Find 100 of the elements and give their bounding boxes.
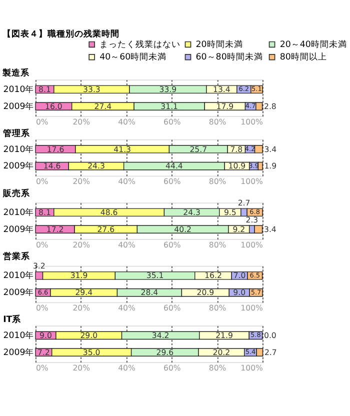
- chart-title: 販売系: [2, 188, 32, 199]
- data-label: 3.2: [32, 262, 46, 271]
- x-tick-label: 80%: [208, 117, 226, 126]
- x-tick-label: 40%: [118, 304, 136, 313]
- x-tick-label: 40%: [118, 363, 136, 372]
- data-label: 10.9: [228, 162, 246, 171]
- x-tick-label: 20%: [72, 363, 90, 372]
- y-tick-label: 2009年: [3, 287, 34, 298]
- data-label: 28.4: [140, 288, 158, 298]
- x-tick-label: 20%: [72, 240, 90, 250]
- data-label: 35.1: [146, 271, 164, 280]
- data-label: 8.1: [38, 84, 51, 94]
- x-tick-label: 0%: [36, 177, 48, 186]
- x-tick-label: 40%: [118, 177, 136, 186]
- data-label: 7.2: [38, 348, 50, 357]
- y-tick-label: 2009年: [3, 346, 34, 358]
- data-label: 17.9: [216, 102, 234, 111]
- x-tick-label: 80%: [208, 240, 226, 250]
- data-label: 9.2: [232, 224, 246, 234]
- x-tick-label: 60%: [163, 240, 181, 250]
- legend-label: 20時間未満: [196, 39, 243, 50]
- data-label: 8.1: [38, 208, 51, 217]
- y-tick-label: 2010年: [3, 84, 34, 95]
- x-tick-label: 20%: [72, 304, 90, 313]
- legend-label: 40～60時間未満: [100, 52, 167, 63]
- chart-title: IT系: [3, 314, 22, 326]
- data-label: 31.9: [70, 271, 88, 280]
- x-tick-label: 0%: [36, 363, 48, 372]
- x-tick-label: 100%: [240, 363, 263, 372]
- data-label: 31.1: [160, 102, 178, 111]
- data-label: 29.4: [75, 288, 93, 298]
- data-label: 20.9: [196, 288, 214, 298]
- legend-label: まったく残業はない: [100, 39, 181, 50]
- data-label: 17.2: [46, 224, 64, 234]
- data-label: 16.2: [204, 271, 222, 280]
- x-tick-label: 0%: [36, 240, 48, 250]
- data-label: 20.2: [212, 348, 230, 357]
- y-tick-label: 2010年: [3, 206, 34, 218]
- data-label: 21.9: [216, 331, 233, 340]
- x-tick-label: 80%: [208, 177, 226, 186]
- data-label: 3.4: [264, 224, 276, 234]
- y-tick-label: 2010年: [3, 144, 34, 155]
- data-label: 41.3: [114, 144, 132, 154]
- x-tick-label: 40%: [118, 240, 136, 250]
- data-label: 24.3: [88, 162, 105, 171]
- data-label: 27.6: [97, 224, 115, 234]
- x-tick-label: 100%: [240, 117, 263, 126]
- data-label: 17.6: [46, 144, 64, 154]
- x-tick-label: 40%: [118, 117, 136, 126]
- data-label: 16.0: [45, 102, 62, 111]
- x-tick-label: 0%: [36, 304, 48, 313]
- data-label: 2.3: [246, 215, 258, 224]
- y-tick-label: 2009年: [3, 100, 34, 112]
- x-tick-label: 100%: [240, 240, 263, 250]
- data-label: 34.2: [152, 331, 170, 340]
- chart-title: 【図表４】職種別の残業時間: [2, 28, 120, 40]
- data-label: 13.4: [212, 84, 230, 94]
- x-tick-label: 100%: [240, 304, 263, 313]
- data-label: 35.0: [82, 348, 100, 357]
- chart-title: 営業系: [3, 251, 32, 262]
- data-label: 0.0: [264, 331, 276, 340]
- data-label: 48.6: [100, 208, 118, 217]
- chart-subtitle: 製造系: [2, 67, 31, 78]
- x-tick-label: 20%: [72, 117, 90, 126]
- x-tick-label: 60%: [163, 363, 181, 372]
- x-tick-label: 0%: [36, 117, 48, 126]
- data-label: 9.0: [233, 288, 246, 298]
- data-label: 2.7: [238, 198, 250, 208]
- data-label: 25.7: [190, 144, 208, 154]
- data-label: 24.3: [183, 208, 201, 217]
- data-label: 2.8: [264, 102, 276, 111]
- data-label: 33.3: [83, 84, 100, 94]
- data-label: 9.0: [40, 331, 52, 340]
- y-tick-label: 2009年: [3, 224, 34, 235]
- x-tick-label: 80%: [208, 363, 226, 372]
- x-tick-label: 20%: [72, 177, 90, 186]
- chart-title: 管理系: [2, 128, 32, 139]
- x-tick-label: 60%: [163, 304, 181, 313]
- data-label: 7.8: [230, 144, 243, 154]
- data-label: 27.4: [94, 102, 112, 111]
- data-label: 3.4: [264, 144, 277, 154]
- data-label: 9.5: [224, 208, 236, 217]
- x-tick-label: 100%: [240, 177, 263, 186]
- data-label: 33.9: [159, 84, 177, 94]
- x-tick-label: 60%: [163, 177, 181, 186]
- data-label: 29.0: [80, 331, 98, 340]
- data-label: 1.9: [264, 162, 277, 171]
- legend-label: 20～40時間未満: [280, 39, 347, 50]
- x-tick-label: 80%: [208, 304, 226, 313]
- y-tick-label: 2010年: [3, 270, 34, 282]
- data-label: 14.6: [43, 162, 61, 171]
- data-label: 2.7: [264, 348, 277, 357]
- legend-label: 60～80時間未満: [196, 52, 263, 63]
- y-tick-label: 2010年: [3, 330, 34, 342]
- data-label: 44.4: [166, 162, 183, 171]
- data-label: 29.6: [156, 348, 174, 357]
- data-label: 40.2: [174, 224, 192, 234]
- y-tick-label: 2009年: [3, 160, 34, 172]
- data-label: 7.0: [233, 271, 246, 280]
- x-tick-label: 60%: [163, 117, 181, 126]
